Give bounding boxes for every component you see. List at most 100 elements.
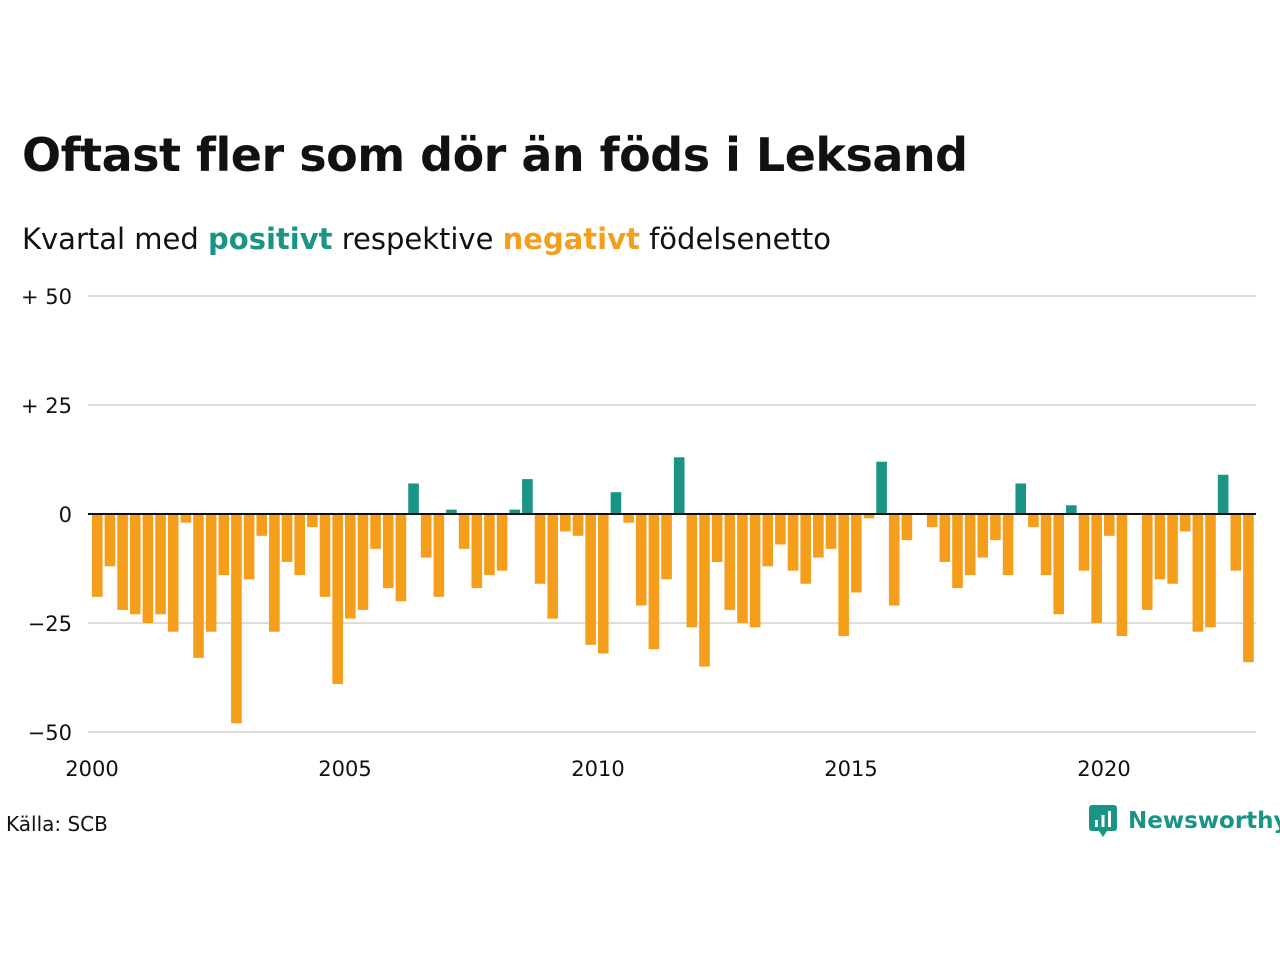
- bar: [560, 514, 571, 532]
- bar: [813, 514, 824, 558]
- bar: [939, 514, 951, 562]
- bar: [1230, 514, 1242, 571]
- bar: [1028, 514, 1039, 528]
- bar: [800, 514, 811, 584]
- bar: [180, 514, 192, 523]
- bar: [926, 514, 938, 528]
- bar: [711, 514, 723, 562]
- bar: [724, 514, 736, 610]
- y-tick-label: −50: [28, 721, 72, 745]
- bar: [420, 514, 432, 558]
- subtitle-text-middle: respektive: [341, 222, 494, 256]
- subtitle-text-end: födelsenetto: [649, 222, 831, 256]
- brand-logo: Newsworthy: [1088, 804, 1280, 838]
- bar: [345, 514, 356, 619]
- bar: [673, 457, 685, 514]
- bar: [661, 514, 672, 580]
- bar: [446, 509, 457, 514]
- bar: [155, 514, 166, 615]
- bar: [977, 514, 989, 558]
- bar: [699, 514, 710, 667]
- bar: [332, 514, 343, 685]
- y-tick-label: −25: [28, 612, 72, 636]
- bar: [825, 514, 837, 549]
- x-tick-label: 2020: [1077, 757, 1130, 781]
- bar: [901, 514, 913, 541]
- bar: [256, 514, 268, 536]
- bar: [142, 514, 154, 623]
- source-note: Källa: SCB: [6, 812, 108, 836]
- x-tick-label: 2000: [65, 757, 118, 781]
- bar: [888, 514, 900, 606]
- bar: [458, 514, 470, 549]
- bar: [686, 514, 698, 628]
- bar: [496, 514, 508, 571]
- x-tick-label: 2005: [318, 757, 371, 781]
- bar: [522, 479, 533, 514]
- bar: [585, 514, 596, 645]
- bar: [471, 514, 483, 589]
- bar: [648, 514, 660, 650]
- subtitle-positive-label: positivt: [208, 222, 333, 256]
- bar: [737, 514, 748, 623]
- chart-subtitle: Kvartal med positivt respektive negativt…: [22, 222, 831, 256]
- bar: [610, 492, 622, 514]
- bar: [92, 514, 103, 597]
- bar: [762, 514, 774, 567]
- bar: [281, 514, 293, 562]
- bar: [876, 461, 887, 514]
- bar: [1015, 483, 1027, 514]
- bar: [1053, 514, 1064, 615]
- subtitle-negative-label: negativt: [502, 222, 640, 256]
- bar: [635, 514, 647, 606]
- chart-title: Oftast fler som dör än föds i Leksand: [22, 128, 968, 182]
- bar: [1002, 514, 1014, 576]
- bar: [964, 514, 976, 576]
- bar: [269, 514, 280, 632]
- bar: [547, 514, 558, 619]
- bar: [382, 514, 394, 589]
- bar: [408, 483, 419, 514]
- bar: [167, 514, 179, 632]
- bar: [749, 514, 761, 628]
- y-tick-label: 0: [59, 503, 72, 527]
- bar: [129, 514, 141, 615]
- bar: [598, 514, 609, 654]
- bar: [838, 514, 849, 637]
- subtitle-text-start: Kvartal med: [22, 222, 199, 256]
- bar: [307, 514, 318, 528]
- bar: [787, 514, 799, 571]
- bar: [1205, 514, 1216, 628]
- bar: [357, 514, 369, 610]
- x-tick-label: 2015: [824, 757, 877, 781]
- bar: [1179, 514, 1191, 532]
- bar: [1091, 514, 1102, 623]
- brand-name: Newsworthy: [1128, 808, 1280, 834]
- bar: [1167, 514, 1178, 584]
- bar: [294, 514, 305, 576]
- y-tick-label: + 50: [21, 285, 72, 309]
- bar: [572, 514, 584, 536]
- bar: [205, 514, 217, 632]
- bar: [851, 514, 862, 593]
- bar: [1154, 514, 1166, 580]
- bar: [218, 514, 230, 576]
- bar: [1217, 474, 1229, 514]
- bar: [433, 514, 445, 597]
- bar: [370, 514, 381, 549]
- bar: [117, 514, 128, 610]
- bar: [243, 514, 255, 580]
- bar: [623, 514, 634, 523]
- newsworthy-logo-icon: [1089, 805, 1117, 837]
- bar: [1141, 514, 1153, 610]
- bar: [319, 514, 331, 597]
- bar: [1192, 514, 1204, 632]
- bar: [1066, 505, 1077, 514]
- bar: [1104, 514, 1115, 536]
- bar: [395, 514, 407, 602]
- bar: [484, 514, 495, 576]
- bar: [1078, 514, 1090, 571]
- bar: [863, 514, 875, 519]
- bar: [990, 514, 1001, 541]
